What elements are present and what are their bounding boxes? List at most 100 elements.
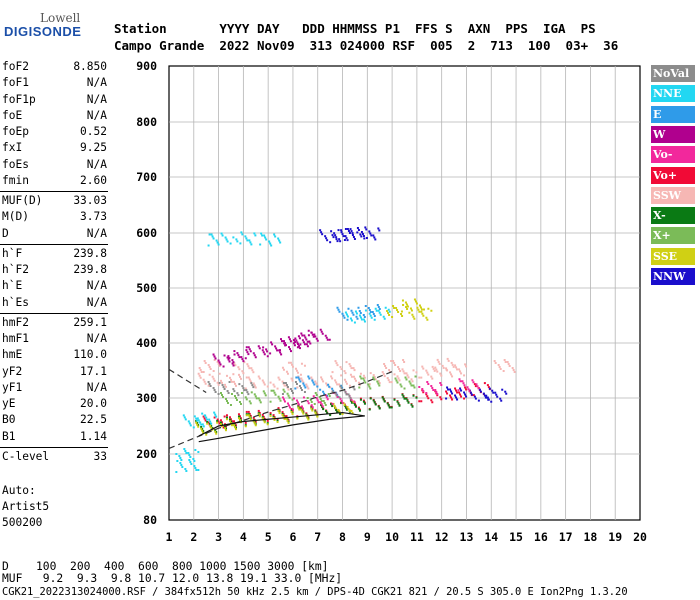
- data-point: [295, 339, 298, 342]
- data-point: [363, 376, 366, 379]
- data-point: [223, 383, 226, 386]
- data-point: [402, 304, 405, 306]
- data-point: [224, 398, 227, 400]
- data-point: [374, 238, 377, 241]
- data-point: [223, 354, 226, 357]
- data-point: [373, 315, 376, 317]
- data-point: [253, 354, 256, 357]
- data-point: [299, 343, 302, 346]
- data-point: [247, 365, 250, 368]
- data-point: [396, 309, 399, 311]
- dashed-trace: [168, 371, 393, 449]
- data-point: [364, 226, 367, 229]
- data-point: [459, 393, 462, 396]
- data-point: [404, 376, 407, 379]
- param-separator: [0, 243, 108, 245]
- data-point: [241, 233, 244, 236]
- data-point: [205, 416, 208, 419]
- data-point: [198, 374, 201, 377]
- data-point: [274, 235, 277, 238]
- data-point: [270, 244, 273, 247]
- data-point: [237, 413, 240, 416]
- echo-points: [175, 226, 516, 473]
- data-point: [200, 426, 203, 428]
- data-point: [377, 382, 380, 385]
- data-point: [300, 405, 303, 408]
- data-point: [237, 415, 240, 418]
- param-value: 3.73: [80, 210, 107, 224]
- data-point: [321, 405, 324, 408]
- data-point: [244, 387, 247, 390]
- data-point: [238, 383, 241, 386]
- data-point: [237, 373, 240, 376]
- param-value: 239.8: [73, 246, 107, 260]
- data-point: [302, 382, 305, 385]
- data-point: [352, 375, 355, 378]
- data-point: [405, 378, 408, 381]
- data-point: [344, 228, 347, 230]
- data-point: [298, 337, 301, 340]
- data-point: [346, 228, 349, 230]
- data-point: [369, 397, 372, 400]
- data-point: [348, 384, 351, 387]
- data-point: [206, 418, 209, 421]
- auto-code: 500200: [2, 516, 43, 529]
- data-point: [436, 370, 439, 373]
- data-point: [402, 359, 405, 361]
- data-point: [263, 392, 266, 395]
- data-point: [244, 425, 247, 428]
- data-point: [278, 397, 281, 400]
- data-point: [245, 410, 248, 413]
- data-point: [495, 393, 498, 396]
- data-point: [310, 407, 313, 410]
- data-point: [180, 464, 183, 466]
- data-point: [290, 409, 293, 412]
- data-point: [413, 298, 416, 301]
- data-point: [345, 237, 348, 240]
- data-point: [331, 390, 334, 393]
- data-point: [233, 382, 236, 385]
- param-name: M(D): [2, 210, 29, 224]
- data-point: [411, 380, 414, 383]
- data-point: [378, 229, 381, 232]
- data-point: [252, 352, 255, 355]
- data-point: [219, 421, 222, 424]
- data-point: [331, 402, 334, 405]
- data-point: [305, 412, 308, 415]
- data-point: [197, 372, 200, 375]
- data-point: [287, 361, 290, 364]
- data-point: [319, 398, 322, 400]
- data-point: [273, 391, 276, 394]
- data-point: [296, 343, 299, 346]
- data-point: [369, 372, 372, 375]
- data-point: [344, 311, 347, 314]
- data-point: [204, 362, 207, 364]
- data-point: [372, 234, 375, 237]
- data-point: [358, 314, 361, 317]
- data-point: [484, 396, 487, 399]
- data-point: [194, 449, 197, 451]
- data-point: [419, 306, 422, 309]
- data-point: [314, 380, 317, 383]
- data-point: [418, 376, 421, 379]
- data-point: [466, 386, 469, 389]
- distance-row: D 100 200 400 600 800 1000 1500 3000 [km…: [2, 560, 329, 573]
- data-point: [253, 422, 256, 425]
- data-point: [208, 373, 211, 376]
- data-point: [340, 387, 343, 390]
- data-point: [455, 366, 458, 369]
- data-point: [290, 377, 293, 380]
- data-point: [336, 306, 339, 309]
- data-point: [440, 374, 443, 377]
- data-point: [228, 418, 231, 421]
- data-point: [248, 400, 251, 403]
- data-point: [354, 405, 357, 408]
- data-point: [193, 415, 196, 418]
- data-point: [303, 391, 306, 393]
- data-point: [285, 415, 288, 418]
- data-point: [323, 392, 326, 395]
- data-point: [215, 415, 218, 418]
- data-point: [338, 383, 341, 386]
- data-point: [368, 383, 371, 386]
- data-point: [250, 382, 253, 385]
